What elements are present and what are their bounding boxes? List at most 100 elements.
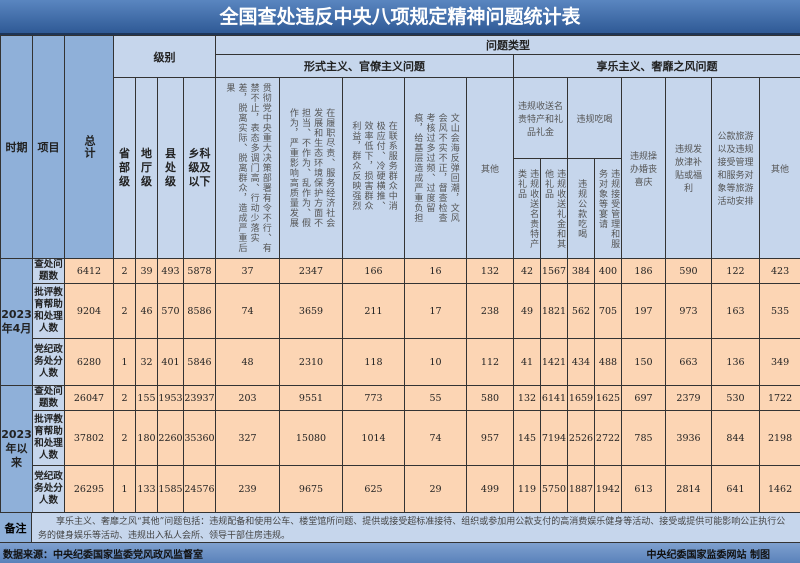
value-cell: 384: [567, 258, 595, 284]
period-cell: 2023年以来: [0, 385, 33, 513]
header-gifts-cash: 违规收送礼金和其他礼品: [540, 158, 568, 259]
value-cell: 16: [404, 258, 467, 284]
header-formalism-other: 其他: [466, 77, 514, 259]
value-cell: 2: [113, 258, 136, 284]
value-cell: 844: [711, 410, 760, 466]
value-cell: 24576: [183, 465, 216, 513]
item-cell: 查处问题数: [32, 258, 65, 284]
header-level-provincial: 省部级: [113, 77, 136, 259]
data-source: 数据来源：中央纪委国家监委党风政风监督室: [3, 549, 203, 561]
value-cell: 327: [215, 410, 280, 466]
value-cell: 197: [621, 283, 666, 339]
header-formalism-col-1: 贯彻党中央重大决策部署有令不行、有禁不止，表态多调门高、行动少落实差，脱离实际、…: [215, 77, 280, 259]
value-cell: 488: [594, 338, 622, 386]
credit: 中央纪委国家监委网站 制图: [646, 549, 770, 561]
value-cell: 1953: [157, 385, 184, 411]
footer: 数据来源：中央纪委国家监委党风政风监督室 中央纪委国家监委网站 制图: [0, 543, 800, 563]
value-cell: 5750: [540, 465, 568, 513]
value-cell: 3659: [279, 283, 343, 339]
item-cell: 党纪政务处分人数: [32, 465, 65, 513]
header-weddings: 违规操办婚丧喜庆: [621, 77, 666, 259]
header-subsidies: 违规发放津补贴或福利: [665, 77, 712, 259]
table-row: 批评教育帮助和处理人数 9204 2 46 570 8586 74 3659 211 17 238 4…: [1, 283, 800, 339]
value-cell: 401: [157, 338, 184, 386]
header-dining-banquet: 违规接受管理和服务对象等宴请: [594, 158, 622, 259]
value-cell: 1942: [594, 465, 622, 513]
header-item: 项目: [32, 35, 65, 259]
value-cell: 6141: [540, 385, 568, 411]
header-dining-public: 违规公款吃喝: [567, 158, 595, 259]
item-cell: 党纪政务处分人数: [32, 338, 65, 386]
header-gifts: 违规收送名贵特产和礼品礼金: [513, 77, 568, 159]
value-cell: 535: [758, 283, 800, 339]
value-cell: 2198: [758, 410, 800, 466]
value-cell: 118: [342, 338, 405, 386]
header-formalism-col-3: 在联系服务群众中消极应付、冷硬横推、效率低下，损害群众利益，群众反映强烈: [342, 77, 405, 259]
value-cell: 1659: [567, 385, 595, 411]
value-cell: 5878: [183, 258, 216, 284]
value-cell: 132: [466, 258, 514, 284]
value-cell: 1462: [758, 465, 800, 513]
value-cell: 74: [215, 283, 280, 339]
value-cell: 132: [513, 385, 541, 411]
value-cell: 10: [404, 338, 467, 386]
header-level: 级别: [113, 35, 216, 78]
value-cell: 1821: [540, 283, 568, 339]
value-cell: 211: [342, 283, 405, 339]
value-cell: 1: [113, 338, 136, 386]
value-cell: 41: [513, 338, 541, 386]
value-cell: 39: [135, 258, 158, 284]
value-cell: 2379: [665, 385, 712, 411]
value-cell: 46: [135, 283, 158, 339]
value-cell: 3936: [665, 410, 712, 466]
table-title: 全国查处违反中央八项规定精神问题统计表: [0, 0, 800, 35]
value-cell: 2: [113, 410, 136, 466]
value-cell: 2: [113, 283, 136, 339]
value-cell: 163: [711, 283, 760, 339]
statistics-table: 时期 项目 总计 级别 问题类型 形式主义、官僚主义问题 享乐主义、奢靡之风问题…: [0, 35, 800, 513]
value-cell: 2347: [279, 258, 343, 284]
value-cell: 32: [135, 338, 158, 386]
table-row: 批评教育帮助和处理人数 37802 2 180 2260 35360 327 15080 101…: [1, 410, 800, 466]
value-cell: 26295: [64, 465, 114, 513]
table-row: 2023年以来 查处问题数 26047 2 155 1953 23937 203 9551 773…: [0, 385, 800, 513]
value-cell: 37802: [64, 410, 114, 466]
value-cell: 493: [157, 258, 184, 284]
value-cell: 136: [711, 338, 760, 386]
value-cell: 49: [513, 283, 541, 339]
value-cell: 9204: [64, 283, 114, 339]
header-level-prefecture: 地厅级: [135, 77, 158, 259]
header-gifts-specialty: 违规收送名贵特产类礼品: [513, 158, 541, 259]
value-cell: 1625: [594, 385, 622, 411]
value-cell: 186: [621, 258, 666, 284]
header-level-township: 乡科级及以下: [183, 77, 216, 259]
value-cell: 570: [157, 283, 184, 339]
table-row: 2023年4月 查处问题数 6412 2 39 493 5878 37 2347 166 16 132…: [0, 258, 800, 386]
value-cell: 1014: [342, 410, 405, 466]
value-cell: 580: [466, 385, 514, 411]
value-cell: 785: [621, 410, 666, 466]
value-cell: 530: [711, 385, 760, 411]
header-hedonism-other: 其他: [758, 77, 800, 259]
table-row: 党纪政务处分人数 6280 1 32 401 5846 48 2310 118 10 112 41 14…: [1, 338, 800, 386]
value-cell: 773: [342, 385, 405, 411]
value-cell: 705: [594, 283, 622, 339]
value-cell: 2260: [157, 410, 184, 466]
value-cell: 119: [513, 465, 541, 513]
header-problem-type: 问题类型: [214, 35, 800, 55]
value-cell: 957: [466, 410, 514, 466]
value-cell: 145: [513, 410, 541, 466]
value-cell: 1585: [157, 465, 184, 513]
value-cell: 1722: [758, 385, 800, 411]
value-cell: 37: [215, 258, 280, 284]
value-cell: 613: [621, 465, 666, 513]
value-cell: 74: [404, 410, 467, 466]
value-cell: 2526: [567, 410, 595, 466]
value-cell: 239: [215, 465, 280, 513]
header-formalism-col-2: 在履职尽责、服务经济社会发展和生态环境保护方面不担当、不作为、乱作为、假作为，严…: [279, 77, 343, 259]
value-cell: 9551: [279, 385, 343, 411]
value-cell: 697: [621, 385, 666, 411]
value-cell: 155: [135, 385, 158, 411]
value-cell: 6280: [64, 338, 114, 386]
value-cell: 133: [135, 465, 158, 513]
